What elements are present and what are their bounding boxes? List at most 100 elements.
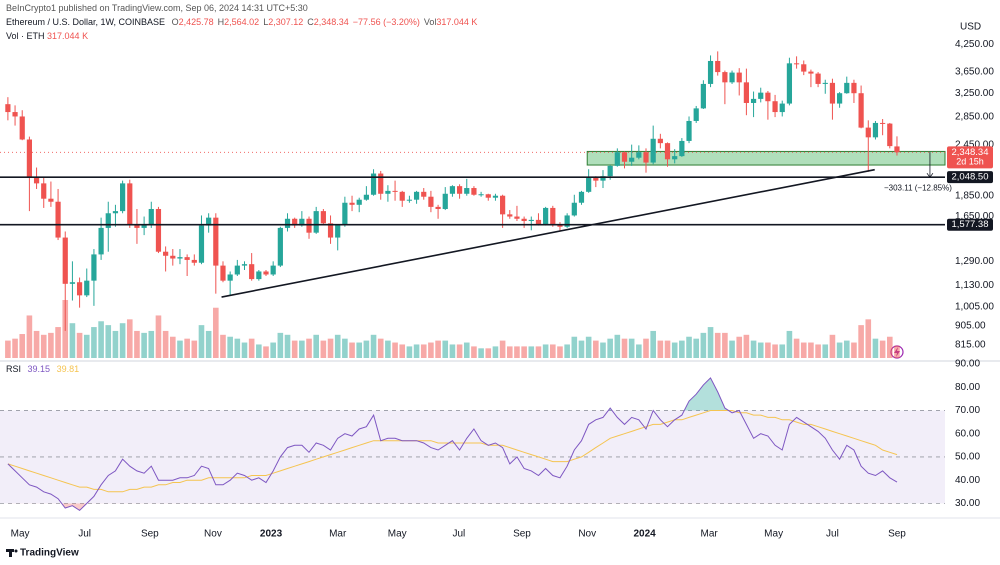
x-tick-label: Nov — [204, 529, 222, 540]
rsi-value: 39.15 — [27, 364, 51, 374]
candle-body — [227, 274, 233, 281]
volume-bar — [657, 340, 664, 358]
volume-bar — [686, 336, 692, 358]
volume-bar — [91, 327, 97, 358]
candle-body — [12, 112, 18, 117]
volume-bar — [76, 332, 83, 358]
candle-body — [650, 138, 656, 163]
volume-bar — [126, 319, 133, 358]
candle-body — [715, 60, 721, 73]
candle-body — [736, 72, 742, 83]
volume-bar — [148, 330, 155, 358]
candle-body — [707, 60, 714, 84]
candle-body — [801, 64, 807, 72]
volume-bar — [865, 319, 872, 358]
candle-body — [120, 183, 126, 212]
candle-body — [48, 198, 54, 202]
candle-body — [356, 199, 362, 205]
candle-body — [729, 72, 735, 83]
candle-body — [399, 191, 405, 201]
volume-bar — [220, 334, 226, 358]
volume-bar — [765, 342, 771, 358]
candle-body — [894, 146, 900, 153]
candle-body — [872, 122, 879, 138]
volume-bar — [485, 348, 492, 358]
rsi-line — [7, 377, 898, 512]
candle-body — [815, 73, 821, 84]
candle-body — [134, 224, 140, 228]
volume-bar — [327, 338, 334, 358]
candle-body — [62, 237, 68, 284]
volume-bar — [399, 344, 406, 358]
x-tick-label: 2023 — [260, 529, 283, 540]
currency-label: USD — [960, 22, 981, 33]
y-tick-label: 2,450.00 — [955, 139, 994, 150]
volume-key: Vol — [423, 17, 437, 27]
volume-bar — [33, 330, 40, 358]
volume-bar — [750, 340, 757, 358]
candle-body — [679, 140, 685, 157]
rsi-tick-label: 60.00 — [955, 428, 980, 439]
volume-bar — [772, 344, 778, 358]
volume-bar — [879, 340, 886, 358]
volume-legend: Vol · ETH 317.044 K — [6, 31, 88, 41]
candle-body — [593, 177, 599, 181]
candle-body — [76, 282, 83, 296]
volume-bar — [636, 344, 642, 358]
candle-body — [456, 186, 463, 194]
candle-body — [858, 93, 864, 128]
volume-bar — [198, 325, 205, 358]
candle-body — [550, 207, 556, 225]
x-tick-label: Jul — [826, 529, 839, 540]
volume-bar — [334, 334, 341, 358]
trendline — [221, 168, 875, 298]
publisher-line: BeInCrypto1 published on TradingView.com… — [6, 3, 308, 13]
volume-bar — [514, 346, 520, 358]
volume-bar — [435, 340, 441, 358]
candle-body — [607, 165, 613, 177]
candle-body — [148, 208, 154, 225]
ohlc-value: 2,564.02 — [224, 17, 260, 27]
footer-brand: TradingView — [20, 548, 79, 559]
volume-bar — [836, 342, 843, 358]
y-tick-label: 2,850.00 — [955, 112, 994, 123]
volume-bar — [98, 321, 104, 358]
x-tick-label: Mar — [329, 529, 347, 540]
measure-label: −303.11 (−12.85%) — [884, 183, 952, 192]
candle-body — [528, 219, 534, 222]
volume-bar — [277, 332, 284, 358]
volume-bar — [829, 334, 836, 358]
volume-bar — [392, 342, 398, 358]
candle-body — [793, 63, 800, 65]
volume-bar — [213, 307, 219, 358]
candle-body — [772, 101, 778, 113]
x-tick-label: Mar — [700, 529, 718, 540]
volume-bar — [320, 340, 327, 358]
volume-bar — [191, 340, 198, 358]
rsi-legend: RSI 39.15 39.81 — [6, 364, 79, 374]
candle-body — [837, 93, 843, 104]
candle-body — [829, 82, 836, 104]
candle-body — [184, 257, 190, 260]
volume-bar — [256, 344, 262, 358]
rsi-tick-label: 80.00 — [955, 382, 980, 393]
volume-bar — [270, 342, 276, 358]
candle-body — [471, 188, 477, 195]
volume-bar — [184, 338, 190, 358]
volume-bar — [571, 336, 578, 358]
volume-bar — [843, 340, 850, 358]
candle-body — [514, 216, 520, 219]
candle-body — [249, 264, 255, 280]
candle-body — [270, 265, 276, 275]
candle-body — [586, 177, 592, 192]
candle-body — [435, 206, 441, 209]
volume-bar — [83, 334, 90, 358]
volume-bar — [621, 338, 628, 358]
candle-body — [256, 271, 262, 280]
volume-bar — [894, 345, 900, 358]
ohlc-value: 2,425.78 — [178, 17, 214, 27]
candle-body — [342, 202, 348, 225]
volume-bar — [707, 327, 714, 358]
volume-bar — [420, 344, 427, 358]
candle-body — [485, 194, 491, 198]
